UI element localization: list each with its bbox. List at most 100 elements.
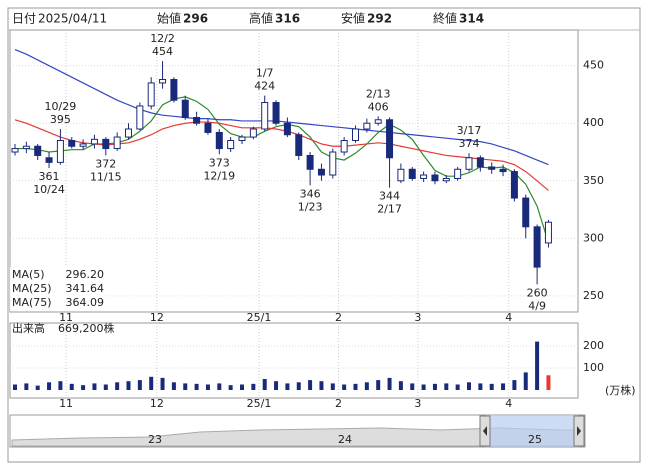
volume-bar	[364, 382, 369, 390]
volume-bar	[103, 384, 108, 390]
candle-body	[45, 157, 53, 163]
volume-bar	[319, 381, 324, 390]
x-tick-label: 4	[505, 397, 512, 410]
candle-body	[420, 174, 428, 179]
volume-bar	[467, 382, 471, 390]
high-date: 2/13	[366, 87, 391, 100]
candle-body	[125, 128, 132, 138]
header-value: 2025/04/11	[38, 12, 107, 26]
candle-body	[113, 136, 121, 150]
volume-bar	[444, 383, 449, 390]
x-tick-label: 2	[335, 311, 342, 324]
volume-bar	[398, 381, 403, 390]
candle-body	[170, 78, 178, 101]
y-tick-label: 300	[583, 231, 604, 244]
candle-body	[374, 119, 382, 124]
volume-bar	[342, 384, 347, 390]
candle-body	[34, 145, 42, 156]
high-value: 406	[368, 100, 389, 113]
volume-bar	[251, 383, 256, 390]
volume-tick-label: 100	[583, 361, 604, 374]
volume-bar	[523, 372, 528, 390]
volume-bar	[308, 380, 313, 390]
volume-bar	[35, 385, 40, 390]
volume-bar	[410, 383, 415, 390]
high-date: 12/2	[150, 32, 175, 45]
volume-bar	[274, 381, 279, 390]
candle-body	[306, 154, 314, 170]
candle-body	[238, 136, 246, 141]
y-tick-label: 450	[583, 59, 604, 72]
y-tick-label: 350	[583, 174, 604, 187]
candle-body	[181, 99, 189, 118]
legend-name: MA(25)	[12, 282, 52, 295]
candle-body	[11, 148, 19, 153]
candle-body	[408, 168, 416, 179]
high-value: 374	[459, 137, 480, 150]
volume-bar	[353, 383, 358, 390]
header-value: 292	[367, 12, 392, 26]
x-tick-label: 25/1	[247, 311, 272, 324]
candle-body	[56, 139, 64, 163]
volume-bar	[262, 379, 267, 390]
candle-body	[442, 177, 450, 182]
candle-body	[488, 166, 496, 170]
x-tick-label: 12	[150, 397, 164, 410]
price-panel	[9, 29, 579, 313]
legend-value: 364.09	[66, 296, 105, 309]
volume-bar	[296, 382, 301, 390]
x-tick-label: 3	[414, 311, 421, 324]
volume-bar	[81, 385, 86, 390]
volume-bar	[194, 383, 199, 390]
navigator-window[interactable]	[486, 415, 578, 447]
low-date: 12/19	[203, 169, 235, 182]
candle-body	[522, 197, 530, 228]
x-tick-label: 2	[335, 397, 342, 410]
volume-bar	[376, 380, 381, 390]
low-date: 4/9	[528, 299, 546, 312]
volume-bar	[24, 383, 29, 390]
candle-body	[454, 168, 462, 179]
volume-bar	[115, 382, 120, 390]
volume-bar	[160, 377, 165, 390]
volume-bar	[183, 383, 188, 390]
high-date: 3/17	[457, 124, 482, 137]
volume-bar	[217, 383, 222, 390]
candle-body	[533, 226, 541, 268]
header-label: 高値	[249, 11, 273, 26]
volume-bar	[285, 383, 290, 390]
volume-bar	[126, 381, 131, 390]
candle-body	[79, 143, 87, 147]
legend-name: MA(75)	[12, 296, 52, 309]
volume-bar	[58, 381, 63, 390]
candle-body	[317, 168, 325, 176]
arrow	[577, 426, 581, 436]
volume-bar	[13, 384, 17, 390]
high-value: 454	[152, 45, 173, 58]
candle-body	[147, 82, 155, 107]
header-label: 安値	[341, 11, 365, 26]
volume-bar	[421, 384, 426, 390]
volume-tick-label: 200	[583, 339, 604, 352]
candle-body	[465, 157, 473, 170]
volume-bar	[240, 384, 244, 390]
high-value: 395	[50, 113, 71, 126]
high-date: 10/29	[45, 100, 77, 113]
candle-body	[204, 122, 212, 133]
header-label: 終値	[433, 11, 457, 26]
volume-unit: (万株)	[605, 383, 636, 397]
candle-body	[227, 139, 235, 150]
volume-label: 669,200株	[58, 321, 115, 335]
navigator: 23 24 25	[9, 414, 586, 448]
high-date: 1/7	[256, 67, 274, 80]
volume-bar	[92, 383, 97, 390]
candle-body	[159, 78, 167, 84]
x-tick-label: 11	[59, 397, 73, 410]
volume-bar	[432, 383, 437, 390]
volume-panel	[9, 322, 579, 399]
low-date: 1/23	[298, 200, 323, 213]
legend-value: 296.20	[66, 268, 105, 281]
candle-body	[431, 174, 439, 182]
y-tick-label: 250	[583, 289, 604, 302]
